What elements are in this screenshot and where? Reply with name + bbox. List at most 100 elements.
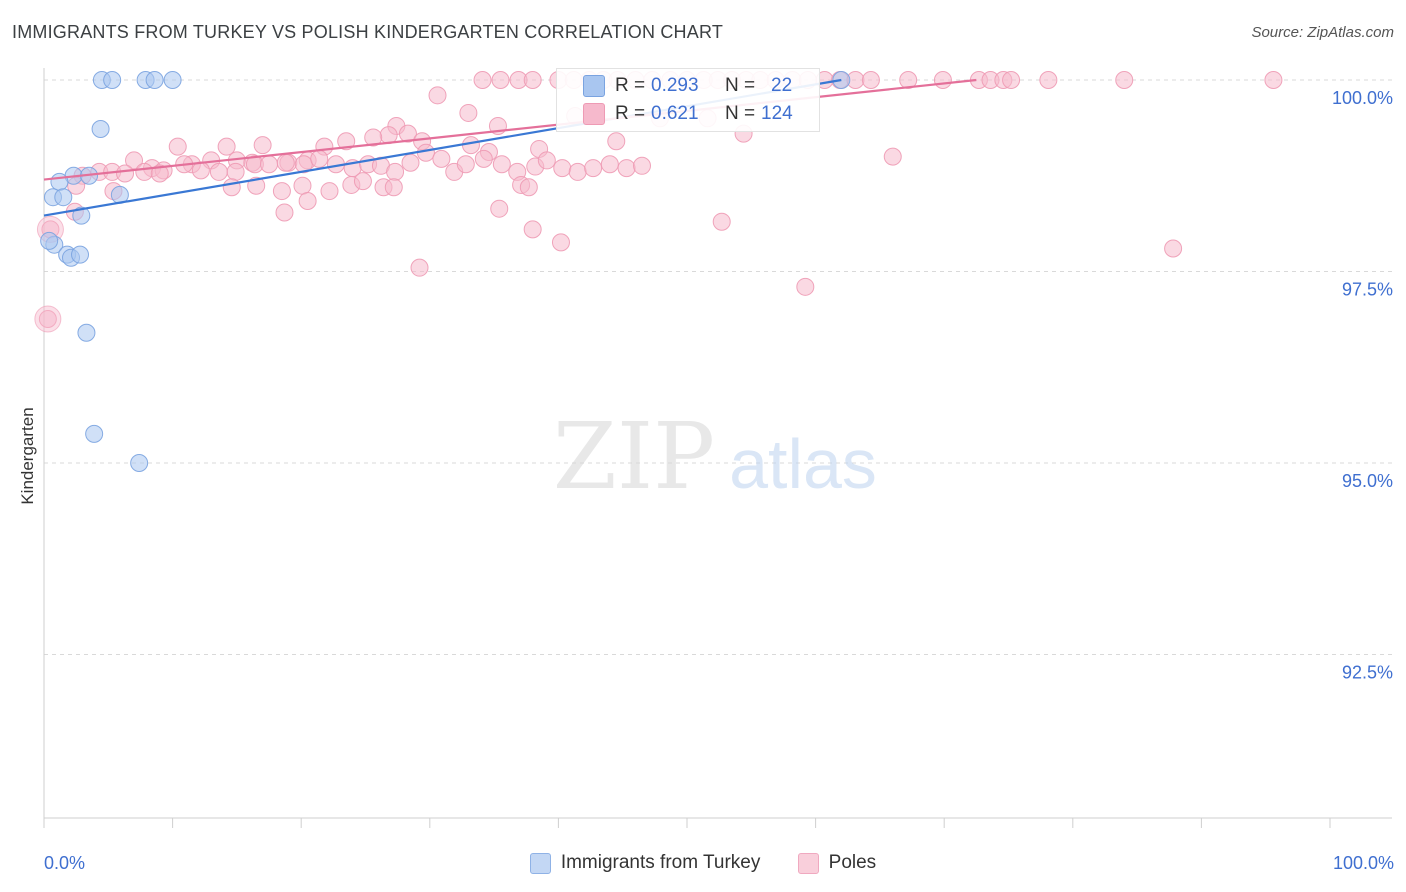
poles-point <box>519 178 538 197</box>
poles-swatch <box>583 103 605 125</box>
turkey-points <box>40 71 851 472</box>
r-label: R = <box>615 103 646 124</box>
poles-trend-line <box>43 78 977 181</box>
y-tick-label: 95.0% <box>1342 471 1393 491</box>
watermark-atlas: atlas <box>729 425 877 503</box>
poles-point <box>428 86 447 105</box>
watermark: ZIP atlas <box>553 403 877 510</box>
poles-point <box>116 164 135 183</box>
poles-point <box>298 192 317 211</box>
poles-point <box>209 162 228 181</box>
poles-point <box>276 153 295 172</box>
poles-point <box>568 162 587 181</box>
poles-point <box>320 182 339 201</box>
y-tick-label: 100.0% <box>1332 88 1393 108</box>
poles-point <box>135 162 154 181</box>
poles-point <box>1164 239 1183 258</box>
legend-label-poles: Poles <box>828 852 877 873</box>
poles-point <box>491 71 510 89</box>
turkey-point <box>72 206 91 225</box>
poles-point <box>260 155 279 174</box>
poles-point <box>456 155 475 174</box>
poles-point <box>384 178 403 197</box>
poles-point <box>584 159 603 178</box>
poles-point <box>217 137 236 156</box>
poles-point <box>275 203 294 222</box>
poles-point-cluster <box>34 305 62 333</box>
watermark-zip: ZIP <box>553 403 715 510</box>
poles-point <box>398 124 417 143</box>
poles-point <box>168 137 187 156</box>
poles-point <box>253 136 272 155</box>
r-label: R = <box>615 75 646 96</box>
turkey-point <box>91 120 110 139</box>
turkey-point <box>77 323 96 342</box>
poles-point <box>272 182 291 201</box>
chart-title: IMMIGRANTS FROM TURKEY VS POLISH KINDERG… <box>12 22 724 42</box>
poles-point <box>1039 71 1058 89</box>
poles-point <box>607 132 626 151</box>
y-tick-label: 92.5% <box>1342 663 1393 683</box>
r-value-turkey: 0.293 <box>651 75 699 96</box>
poles-point <box>432 149 451 168</box>
r-value-poles: 0.621 <box>651 103 699 124</box>
turkey-point <box>163 71 182 89</box>
turkey-point <box>85 424 104 443</box>
poles-point <box>222 178 241 197</box>
poles-point <box>247 176 266 195</box>
poles-point <box>353 172 372 191</box>
poles-point <box>600 155 619 174</box>
legend-item-poles[interactable]: Poles <box>797 852 877 874</box>
poles-point <box>490 199 509 218</box>
legend: Immigrants from Turkey Poles <box>0 852 1406 880</box>
poles-point <box>474 149 493 168</box>
n-label: N = <box>725 75 756 96</box>
turkey-point <box>145 71 164 89</box>
legend-swatch-poles <box>797 852 819 874</box>
turkey-point <box>71 245 90 264</box>
poles-point <box>416 143 435 162</box>
poles-point <box>459 103 478 122</box>
poles-point <box>861 71 880 89</box>
poles-point <box>1002 71 1021 89</box>
poles-point <box>293 176 312 195</box>
turkey-point <box>130 454 149 472</box>
poles-point <box>492 155 511 174</box>
turkey-point <box>40 231 59 250</box>
poles-point <box>1264 71 1283 89</box>
poles-point <box>226 162 245 181</box>
stats-box: R = 0.293 N = 22 R = 0.621 N = 124 <box>556 68 820 132</box>
x-tick-label-max: 100.0% <box>1333 853 1394 873</box>
axes <box>43 68 1392 828</box>
poles-point <box>310 149 329 168</box>
x-tick-label-min: 0.0% <box>44 853 85 873</box>
poles-point <box>883 147 902 166</box>
n-value-turkey: 22 <box>771 75 793 96</box>
poles-point <box>523 71 542 89</box>
poles-point <box>933 71 952 89</box>
poles-point <box>38 309 57 328</box>
legend-swatch-turkey <box>529 852 551 874</box>
poles-point <box>473 71 492 89</box>
source-label: Source: ZipAtlas.com <box>1251 24 1394 41</box>
n-value-poles: 124 <box>761 103 793 124</box>
turkey-swatch <box>583 75 605 97</box>
poles-point <box>410 258 429 277</box>
poles-point <box>364 128 383 147</box>
legend-label-turkey: Immigrants from Turkey <box>560 852 761 873</box>
poles-point <box>523 220 542 239</box>
poles-point <box>712 212 731 231</box>
poles-point <box>796 277 815 296</box>
n-label: N = <box>725 103 756 124</box>
poles-point <box>337 132 356 151</box>
legend-item-turkey[interactable]: Immigrants from Turkey <box>529 852 761 874</box>
turkey-point <box>54 188 73 207</box>
poles-point <box>461 136 480 155</box>
y-tick-label: 97.5% <box>1342 280 1393 300</box>
poles-point <box>899 71 918 89</box>
poles-point <box>551 233 570 252</box>
poles-point <box>150 164 169 183</box>
poles-point <box>1115 71 1134 89</box>
poles-point <box>632 156 651 175</box>
